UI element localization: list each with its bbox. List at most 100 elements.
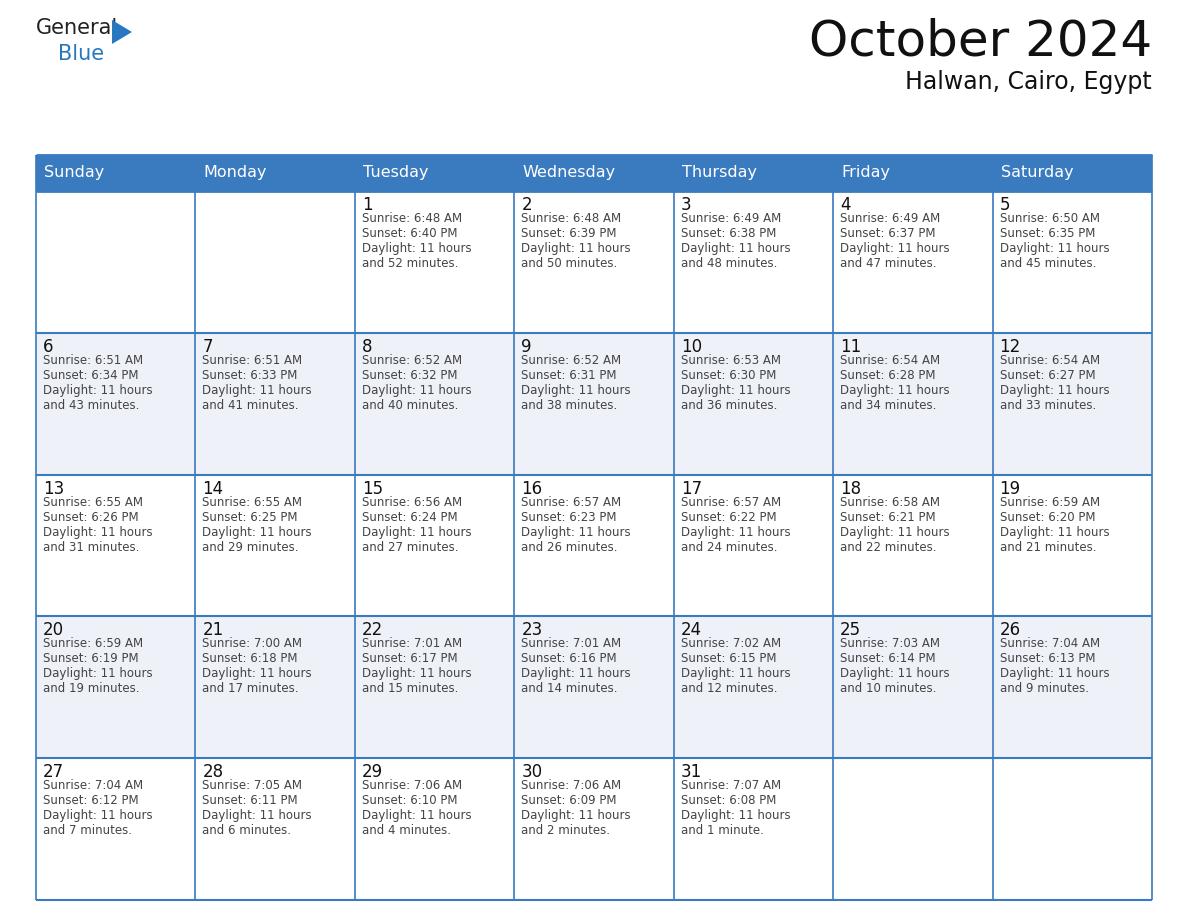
Text: Daylight: 11 hours: Daylight: 11 hours	[362, 242, 472, 255]
Text: 29: 29	[362, 763, 383, 781]
Text: 11: 11	[840, 338, 861, 356]
Bar	[514, 155, 674, 191]
Text: and 14 minutes.: and 14 minutes.	[522, 682, 618, 696]
Text: 17: 17	[681, 479, 702, 498]
Bar	[833, 155, 992, 191]
Bar	[674, 333, 833, 475]
Text: 3: 3	[681, 196, 691, 214]
Text: Sunset: 6:25 PM: Sunset: 6:25 PM	[202, 510, 298, 523]
Text: and 26 minutes.: and 26 minutes.	[522, 541, 618, 554]
Text: Sunset: 6:35 PM: Sunset: 6:35 PM	[999, 227, 1095, 240]
Bar	[674, 758, 833, 900]
Text: Sunset: 6:39 PM: Sunset: 6:39 PM	[522, 227, 617, 240]
Text: Sunrise: 6:52 AM: Sunrise: 6:52 AM	[362, 353, 462, 367]
Text: Daylight: 11 hours: Daylight: 11 hours	[362, 667, 472, 680]
Text: Daylight: 11 hours: Daylight: 11 hours	[43, 809, 152, 823]
Text: and 38 minutes.: and 38 minutes.	[522, 398, 618, 412]
Text: Sunset: 6:34 PM: Sunset: 6:34 PM	[43, 369, 139, 382]
Text: Sunset: 6:31 PM: Sunset: 6:31 PM	[522, 369, 617, 382]
Text: Sunset: 6:12 PM: Sunset: 6:12 PM	[43, 794, 139, 807]
Text: Sunset: 6:21 PM: Sunset: 6:21 PM	[840, 510, 936, 523]
Bar	[355, 758, 514, 900]
Text: Daylight: 11 hours: Daylight: 11 hours	[43, 384, 152, 397]
Text: and 2 minutes.: and 2 minutes.	[522, 824, 611, 837]
Text: and 34 minutes.: and 34 minutes.	[840, 398, 936, 412]
Text: General: General	[36, 18, 119, 38]
Text: Sunrise: 7:03 AM: Sunrise: 7:03 AM	[840, 637, 940, 650]
Text: Daylight: 11 hours: Daylight: 11 hours	[522, 667, 631, 680]
Text: Sunset: 6:09 PM: Sunset: 6:09 PM	[522, 794, 617, 807]
Text: 10: 10	[681, 338, 702, 356]
Text: Daylight: 11 hours: Daylight: 11 hours	[522, 526, 631, 539]
Text: Daylight: 11 hours: Daylight: 11 hours	[681, 667, 790, 680]
Text: Sunrise: 6:57 AM: Sunrise: 6:57 AM	[681, 496, 781, 509]
Text: and 6 minutes.: and 6 minutes.	[202, 824, 291, 837]
Text: Sunrise: 6:53 AM: Sunrise: 6:53 AM	[681, 353, 781, 367]
Bar	[196, 155, 355, 191]
Text: 4: 4	[840, 196, 851, 214]
Text: Sunset: 6:14 PM: Sunset: 6:14 PM	[840, 653, 936, 666]
Text: Daylight: 11 hours: Daylight: 11 hours	[681, 526, 790, 539]
Text: Daylight: 11 hours: Daylight: 11 hours	[522, 384, 631, 397]
Text: and 41 minutes.: and 41 minutes.	[202, 398, 299, 412]
Text: Sunset: 6:23 PM: Sunset: 6:23 PM	[522, 510, 617, 523]
Text: and 40 minutes.: and 40 minutes.	[362, 398, 459, 412]
Text: Halwan, Cairo, Egypt: Halwan, Cairo, Egypt	[905, 70, 1152, 94]
Text: Sunset: 6:37 PM: Sunset: 6:37 PM	[840, 227, 936, 240]
Text: Daylight: 11 hours: Daylight: 11 hours	[43, 526, 152, 539]
Text: and 33 minutes.: and 33 minutes.	[999, 398, 1095, 412]
Text: Sunrise: 7:05 AM: Sunrise: 7:05 AM	[202, 779, 303, 792]
Text: 18: 18	[840, 479, 861, 498]
Text: Sunrise: 6:55 AM: Sunrise: 6:55 AM	[202, 496, 303, 509]
Bar	[36, 333, 196, 475]
Bar	[514, 191, 674, 333]
Text: 28: 28	[202, 763, 223, 781]
Polygon shape	[112, 20, 132, 44]
Text: Sunrise: 7:06 AM: Sunrise: 7:06 AM	[362, 779, 462, 792]
Bar	[833, 758, 992, 900]
Text: Daylight: 11 hours: Daylight: 11 hours	[362, 384, 472, 397]
Bar	[355, 191, 514, 333]
Bar	[674, 616, 833, 758]
Bar	[833, 191, 992, 333]
Bar	[992, 616, 1152, 758]
Text: Sunrise: 7:02 AM: Sunrise: 7:02 AM	[681, 637, 781, 650]
Text: and 21 minutes.: and 21 minutes.	[999, 541, 1097, 554]
Text: 8: 8	[362, 338, 372, 356]
Bar	[514, 475, 674, 616]
Text: 30: 30	[522, 763, 543, 781]
Text: 27: 27	[43, 763, 64, 781]
Text: and 47 minutes.: and 47 minutes.	[840, 257, 936, 270]
Text: Sunrise: 6:59 AM: Sunrise: 6:59 AM	[43, 637, 143, 650]
Text: Sunrise: 6:56 AM: Sunrise: 6:56 AM	[362, 496, 462, 509]
Bar	[196, 191, 355, 333]
Text: Daylight: 11 hours: Daylight: 11 hours	[43, 667, 152, 680]
Text: 21: 21	[202, 621, 223, 640]
Text: 22: 22	[362, 621, 383, 640]
Text: Daylight: 11 hours: Daylight: 11 hours	[681, 809, 790, 823]
Text: 15: 15	[362, 479, 383, 498]
Text: and 24 minutes.: and 24 minutes.	[681, 541, 777, 554]
Text: Daylight: 11 hours: Daylight: 11 hours	[999, 526, 1110, 539]
Text: Sunrise: 6:51 AM: Sunrise: 6:51 AM	[43, 353, 143, 367]
Text: Sunrise: 7:00 AM: Sunrise: 7:00 AM	[202, 637, 303, 650]
Text: and 29 minutes.: and 29 minutes.	[202, 541, 299, 554]
Text: and 17 minutes.: and 17 minutes.	[202, 682, 299, 696]
Text: 9: 9	[522, 338, 532, 356]
Text: Sunset: 6:26 PM: Sunset: 6:26 PM	[43, 510, 139, 523]
Text: Sunrise: 6:52 AM: Sunrise: 6:52 AM	[522, 353, 621, 367]
Text: Sunset: 6:32 PM: Sunset: 6:32 PM	[362, 369, 457, 382]
Text: Sunrise: 6:49 AM: Sunrise: 6:49 AM	[840, 212, 941, 225]
Text: 20: 20	[43, 621, 64, 640]
Bar	[36, 616, 196, 758]
Bar	[196, 475, 355, 616]
Text: and 10 minutes.: and 10 minutes.	[840, 682, 936, 696]
Bar	[992, 155, 1152, 191]
Text: Sunset: 6:10 PM: Sunset: 6:10 PM	[362, 794, 457, 807]
Bar	[36, 758, 196, 900]
Text: and 1 minute.: and 1 minute.	[681, 824, 764, 837]
Text: and 50 minutes.: and 50 minutes.	[522, 257, 618, 270]
Bar	[514, 333, 674, 475]
Text: and 31 minutes.: and 31 minutes.	[43, 541, 139, 554]
Text: Sunset: 6:20 PM: Sunset: 6:20 PM	[999, 510, 1095, 523]
